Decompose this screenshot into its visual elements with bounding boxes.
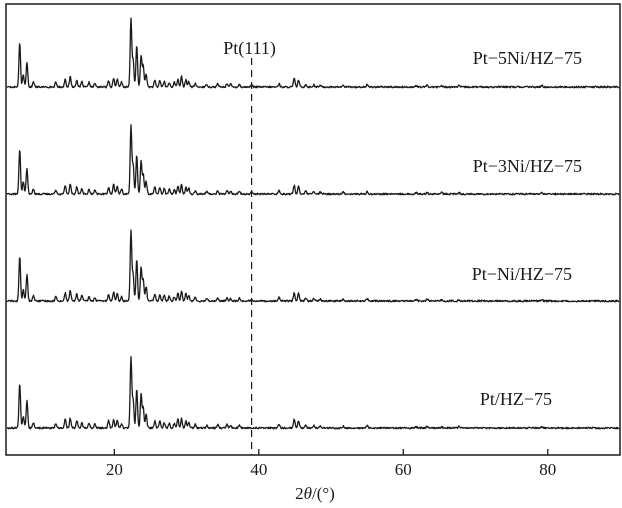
series-label: Pt−Ni/HZ−75	[472, 264, 572, 284]
xrd-series-line	[6, 229, 620, 303]
pt-111-label: Pt(111)	[223, 38, 276, 59]
plot-frame	[5, 3, 621, 456]
x-tick-label: 80	[539, 460, 556, 479]
series-label-layer: Pt−5Ni/HZ−75 Pt−3Ni/HZ−75 Pt−Ni/HZ−75 Pt/HZ…	[472, 48, 582, 409]
xrd-series-line	[6, 355, 620, 430]
x-tick-label: 20	[106, 460, 123, 479]
x-tick-label: 60	[395, 460, 412, 479]
xrd-series-line	[6, 124, 620, 196]
series-layer	[6, 17, 620, 430]
series-label: Pt−3Ni/HZ−75	[473, 156, 582, 176]
x-axis-title: 2θ/(°)	[295, 484, 335, 503]
x-tick-label: 40	[250, 460, 267, 479]
xrd-series-line	[6, 17, 620, 89]
series-label: Pt/HZ−75	[480, 389, 552, 409]
x-axis-ticks: 20 40 60 80	[106, 449, 556, 479]
series-label: Pt−5Ni/HZ−75	[473, 48, 582, 68]
